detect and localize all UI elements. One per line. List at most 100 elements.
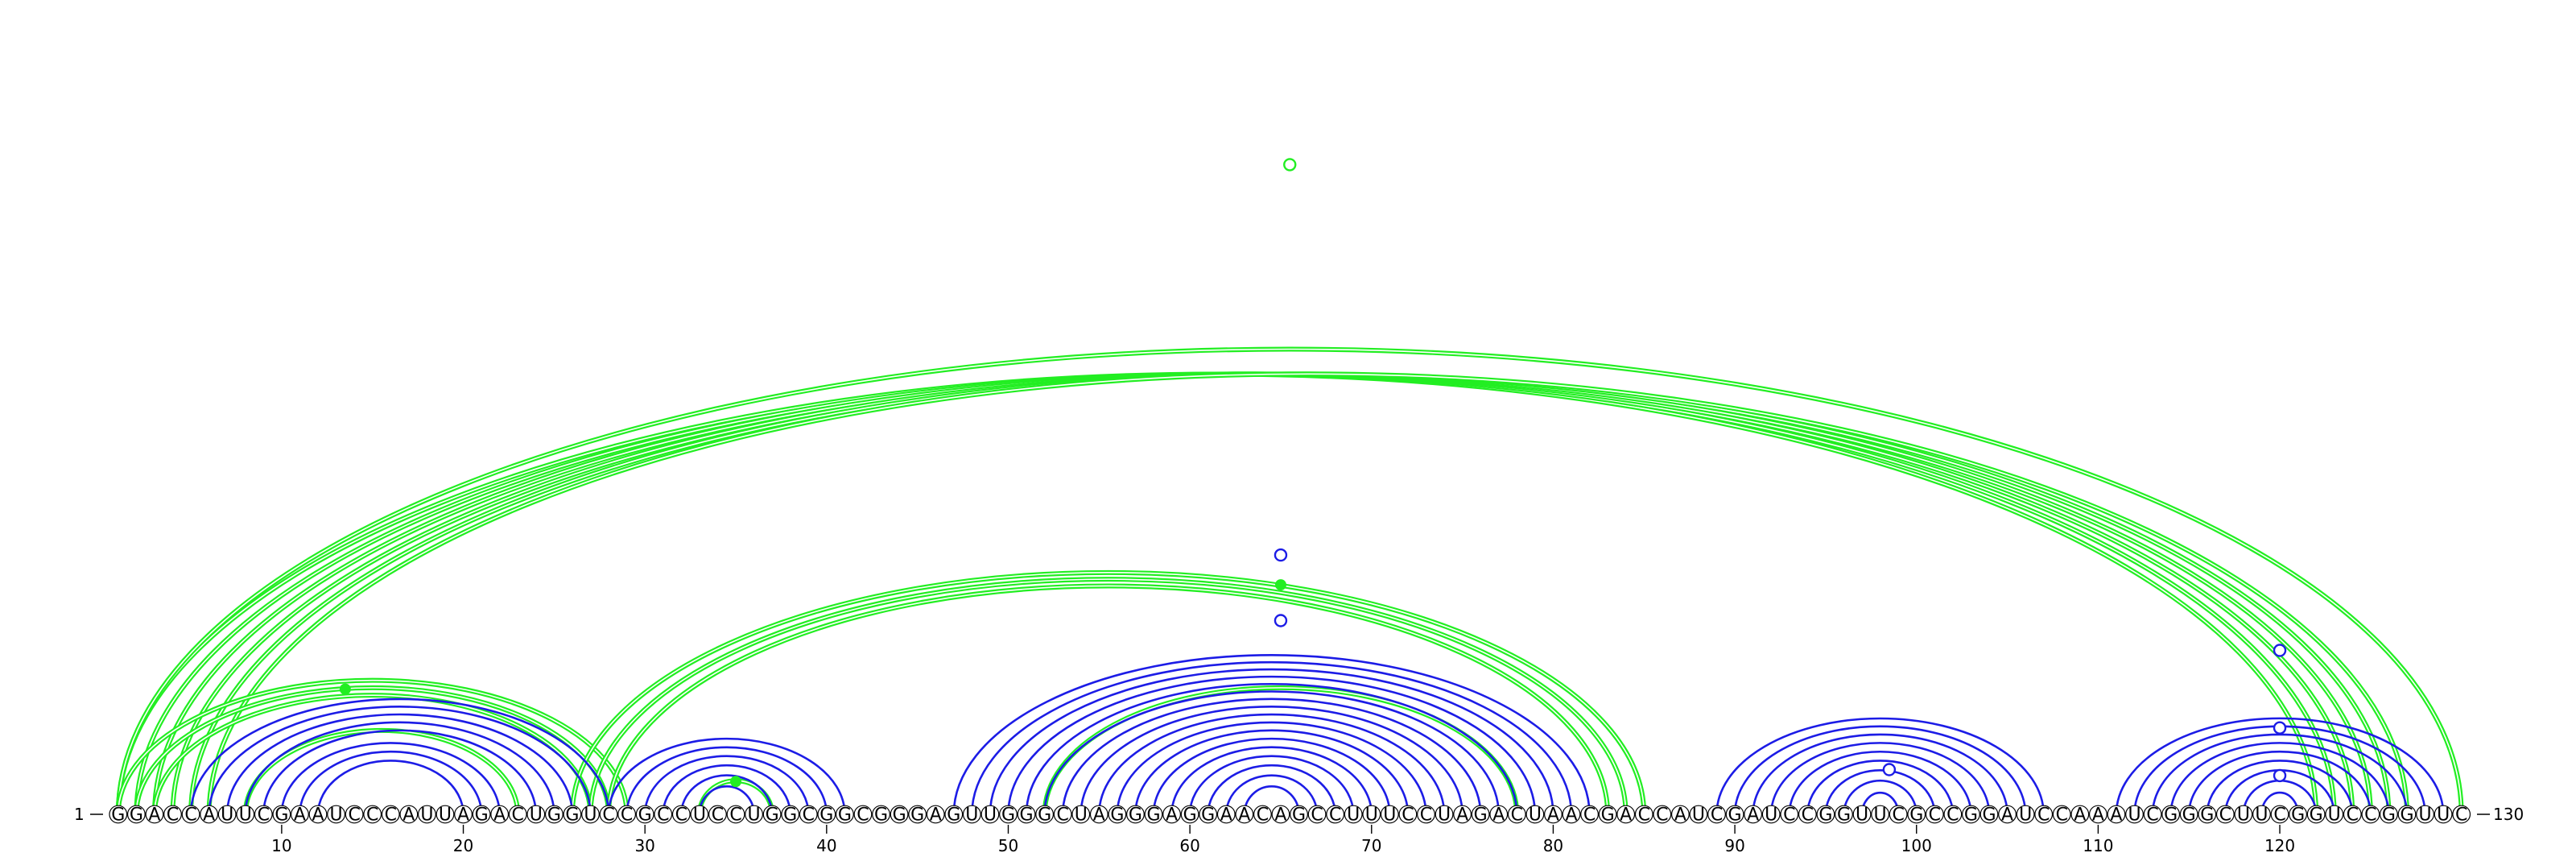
green-arc-core: [135, 687, 609, 815]
blue-arc: [643, 755, 810, 815]
nucleotide-circle: [1835, 805, 1853, 824]
blue-arc: [607, 738, 846, 815]
nucleotide-circle: [345, 805, 364, 824]
blue-arc: [2169, 742, 2390, 815]
nucleotide-circle: [2143, 805, 2162, 824]
nucleotide-letter: C: [712, 805, 724, 826]
nucleotide-letter: G: [1728, 805, 1742, 826]
nucleotide-circle: [1634, 805, 1653, 824]
nucleotide-letter: C: [1056, 805, 1068, 826]
nucleotide-circle: [1471, 805, 1490, 824]
nucleotide-letter: C: [1638, 805, 1650, 826]
nucleotide-letter: G: [2310, 805, 2323, 826]
nucleotide-circle: [1108, 805, 1127, 824]
nucleotide-letter: G: [1964, 805, 1978, 826]
blue-arc: [1224, 774, 1319, 815]
blue-arc: [1116, 722, 1427, 815]
nucleotide-circle: [1761, 805, 1781, 824]
blue-open-marker: [1274, 548, 1288, 562]
nucleotide-letter: C: [1802, 805, 1814, 826]
nucleotide-circle: [217, 805, 237, 824]
blue-arc: [1843, 779, 1918, 815]
nucleotide-circle: [563, 805, 582, 824]
nucleotide-circle: [2070, 805, 2090, 824]
nucleotide-circle: [1780, 805, 1799, 824]
nucleotide-letter: A: [1166, 805, 1178, 826]
nucleotide-circle: [1616, 805, 1636, 824]
nucleotide-circle: [1344, 805, 1363, 824]
blue-arc: [1769, 742, 1991, 815]
nucleotide-circle: [1889, 805, 1908, 824]
nucleotide-letter: G: [1909, 805, 1923, 826]
nucleotide-letter: A: [312, 805, 324, 826]
nucleotide-letter: G: [947, 805, 960, 826]
nucleotide-letter: C: [184, 805, 196, 826]
nucleotide-circle: [454, 805, 473, 824]
nucleotide-circle: [654, 805, 673, 824]
nucleotide-circle: [980, 805, 1000, 824]
nucleotide-letter: G: [2382, 805, 2396, 826]
blue-arc: [262, 729, 538, 815]
tick-label: 20: [453, 836, 473, 855]
nucleotide-circle: [635, 805, 654, 824]
nucleotide-letter: U: [693, 805, 706, 826]
nucleotide-circle: [1744, 805, 1763, 824]
nucleotide-letter: U: [2437, 805, 2450, 826]
green-arc-core: [589, 579, 1627, 815]
nucleotide-circle: [926, 805, 945, 824]
blue-arc: [989, 668, 1554, 815]
nucleotide-circle: [1816, 805, 1835, 824]
nucleotide-circle: [2088, 805, 2107, 824]
nucleotide-letter: U: [1692, 805, 1705, 826]
nucleotide-circle: [962, 805, 981, 824]
nucleotide-letter: U: [1856, 805, 1868, 826]
nucleotide-letter: A: [402, 805, 415, 826]
nucleotide-letter: C: [258, 805, 270, 826]
nucleotide-circle: [381, 805, 400, 824]
nucleotide-letter: U: [748, 805, 761, 826]
nucleotide-letter: U: [2128, 805, 2140, 826]
nucleotide-circle: [2452, 805, 2471, 824]
nucleotide-letter: A: [1274, 805, 1286, 826]
nucleotide-letter: G: [1146, 805, 1160, 826]
blue-open-marker: [1274, 614, 1288, 627]
blue-arc: [1043, 690, 1501, 815]
green-open-marker: [1283, 158, 1297, 172]
nucleotide-circle: [2343, 805, 2362, 824]
nucleotide-letter: G: [2400, 805, 2413, 826]
nucleotide-letter: A: [1674, 805, 1686, 826]
nucleotide-letter: A: [2092, 805, 2104, 826]
green-filled-marker: [339, 683, 351, 695]
nucleotide-circle: [418, 805, 436, 824]
nucleotide-letter: C: [2364, 805, 2376, 826]
nucleotide-circle: [2016, 805, 2035, 824]
nucleotide-letter: G: [2291, 805, 2305, 826]
green-arc-core: [171, 373, 2372, 815]
nucleotide-letter: C: [366, 805, 378, 826]
nucleotide-circle: [490, 805, 510, 824]
nucleotide-letter: G: [1110, 805, 1124, 826]
nucleotide-circle: [1380, 805, 1399, 824]
nucleotide-circle: [2289, 805, 2308, 824]
green-filled-marker: [730, 776, 742, 788]
green-arc-core: [154, 694, 592, 815]
nucleotide-circle: [181, 805, 200, 824]
nucleotide-circle: [1852, 805, 1872, 824]
nucleotide-letter: A: [493, 805, 506, 826]
nucleotide-circle: [1253, 805, 1272, 824]
blue-arc: [225, 713, 574, 815]
nucleotide-letter: U: [1383, 805, 1396, 826]
nucleotide-circle: [544, 805, 564, 824]
nucleotide-letter: G: [1474, 805, 1488, 826]
nucleotide-circle: [1180, 805, 1199, 824]
tick-label: 60: [1179, 836, 1199, 855]
nucleotide-circle: [1071, 805, 1091, 824]
nucleotide-circle: [745, 805, 763, 824]
nucleotide-letter: C: [1402, 805, 1414, 826]
nucleotide-letter: A: [1620, 805, 1632, 826]
nucleotide-letter: C: [512, 805, 524, 826]
blue-arc: [2115, 717, 2445, 815]
nucleotide-letter: U: [1075, 805, 1088, 826]
nucleotide-circle: [1235, 805, 1254, 824]
blue-arc: [1806, 760, 1955, 815]
